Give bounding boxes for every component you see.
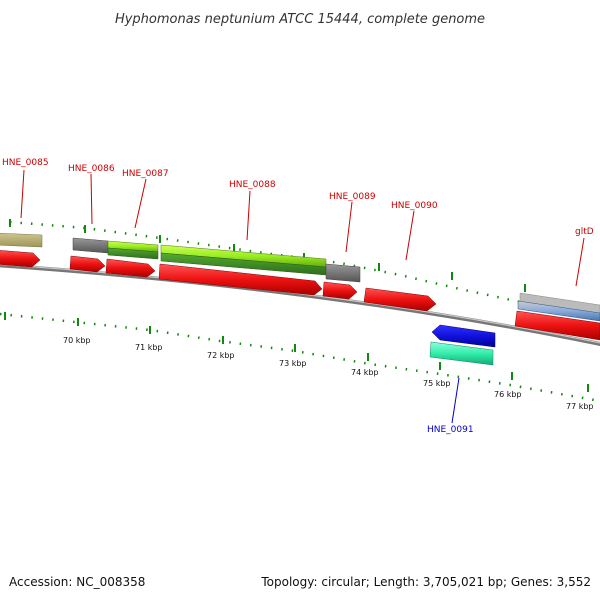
gene-label-hne-0087[interactable]: HNE_0087 bbox=[122, 169, 169, 179]
cds-hne-0091[interactable] bbox=[431, 324, 496, 348]
tick-label-74kbp: 74 kbp bbox=[351, 368, 379, 377]
gene-label-hne-0085[interactable]: HNE_0085 bbox=[2, 158, 49, 168]
cds-hne-0087[interactable] bbox=[105, 258, 156, 278]
genome-backbone-highlight bbox=[0, 263, 600, 344]
genome-backbone bbox=[0, 263, 600, 347]
gene-label-hne-0090[interactable]: HNE_0090 bbox=[391, 201, 438, 211]
cds-hne-0088[interactable] bbox=[158, 263, 323, 296]
green-feature-hne-0087[interactable] bbox=[107, 247, 159, 260]
cyan-feature-hne-0091[interactable] bbox=[429, 341, 494, 366]
label-leaders bbox=[20, 169, 585, 287]
label-leader-hne-0091 bbox=[451, 377, 460, 424]
cds-gltd[interactable] bbox=[514, 310, 600, 341]
genome-summary-label: Topology: circular; Length: 3,705,021 bp… bbox=[260, 575, 591, 589]
cds-hne-0085[interactable] bbox=[0, 250, 41, 268]
accession-label: Accession: NC_008358 bbox=[9, 575, 145, 589]
gene-label-hne-0088[interactable]: HNE_0088 bbox=[229, 180, 276, 190]
inner-major-ticks bbox=[4, 312, 589, 392]
gene-label-gltd[interactable]: gltD bbox=[575, 227, 594, 237]
tick-label-77kbp: 77 kbp bbox=[566, 402, 594, 411]
gene-label-hne-0086[interactable]: HNE_0086 bbox=[68, 164, 115, 174]
steel-feature-gltd-top[interactable] bbox=[519, 292, 600, 315]
gray-feature-hne-0086[interactable] bbox=[72, 237, 109, 254]
tick-label-71kbp: 71 kbp bbox=[135, 343, 163, 352]
tick-label-73kbp: 73 kbp bbox=[279, 359, 307, 368]
gene-label-hne-0089[interactable]: HNE_0089 bbox=[329, 192, 376, 202]
cds-hne-0089[interactable] bbox=[322, 281, 358, 300]
tick-label-72kbp: 72 kbp bbox=[207, 351, 235, 360]
gene-label-hne-0091[interactable]: HNE_0091 bbox=[427, 425, 474, 435]
tick-label-70kbp: 70 kbp bbox=[63, 336, 91, 345]
genome-title: Hyphomonas neptunium ATCC 15444, complet… bbox=[115, 12, 485, 27]
gray-feature-hne-0089[interactable] bbox=[325, 263, 361, 283]
cds-hne-0090[interactable] bbox=[363, 287, 437, 312]
tick-label-76kbp: 76 kbp bbox=[494, 390, 522, 399]
tick-label-75kbp: 75 kbp bbox=[423, 379, 451, 388]
steel-feature-gltd-bottom[interactable] bbox=[517, 300, 600, 322]
cds-hne-0086[interactable] bbox=[69, 255, 106, 273]
olive-feature[interactable] bbox=[0, 232, 43, 248]
